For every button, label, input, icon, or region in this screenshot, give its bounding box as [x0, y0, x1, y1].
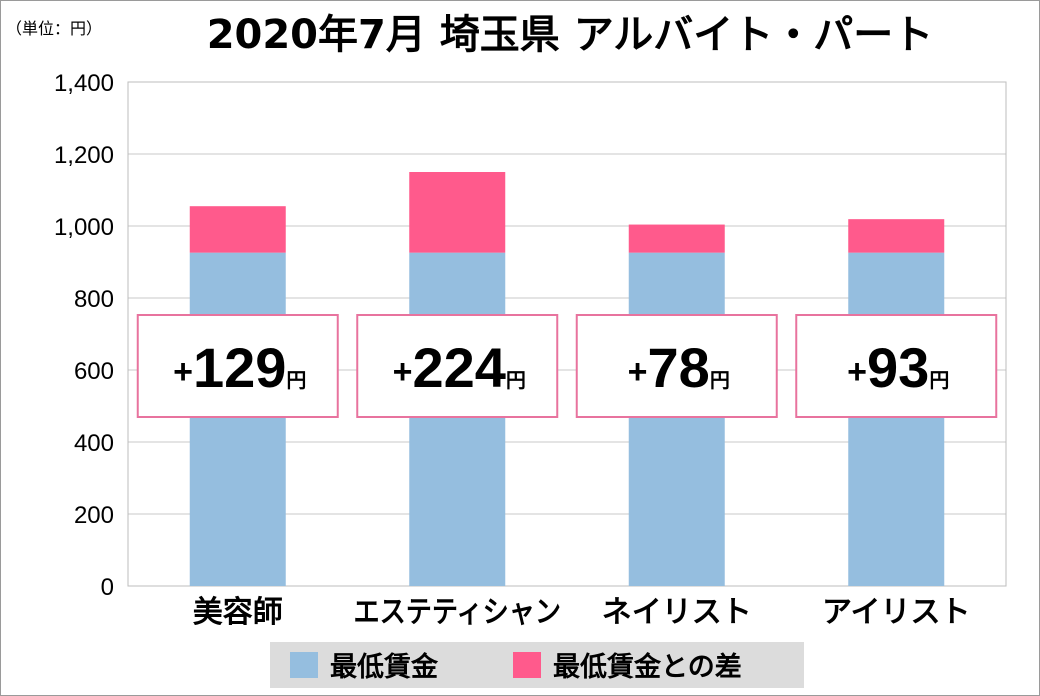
bar-minimum-wage: [848, 252, 945, 586]
diff-sign: +: [393, 353, 413, 391]
diff-box-rect: [575, 314, 778, 418]
diff-label-box: +78円: [575, 314, 778, 418]
diff-label-box: +129円: [136, 314, 339, 418]
diff-box-rect: [136, 314, 339, 418]
bar-difference: [409, 172, 506, 253]
x-category-label: ネイリスト: [602, 595, 752, 630]
diff-sign: +: [173, 353, 193, 391]
unit-label: （単位：円）: [6, 19, 102, 38]
x-category-label: エステティシャン: [354, 595, 562, 630]
y-tick-label: 800: [74, 286, 114, 313]
y-axis-ticks: 0 200 400 600 800 1,000 1,200 1,400: [54, 70, 114, 601]
x-category-label: 美容師: [193, 595, 283, 630]
bar-minimum-wage: [628, 252, 725, 586]
legend-label: 最低賃金: [330, 651, 439, 683]
diff-value: 78: [648, 336, 710, 399]
bar-difference: [189, 206, 286, 253]
bar-difference: [628, 224, 725, 253]
diff-value: 224: [412, 336, 505, 399]
legend-swatch: [290, 652, 318, 678]
diff-label-text: +78円: [628, 336, 730, 399]
y-tick-label: 1,400: [54, 70, 114, 97]
bar-minimum-wage: [409, 252, 506, 586]
bar-difference: [848, 219, 945, 253]
y-tick-label: 0: [101, 574, 114, 601]
legend-swatch: [513, 652, 541, 678]
diff-unit: 円: [710, 368, 730, 392]
legend-label: 最低賃金との差: [553, 651, 742, 683]
legend-item: 最低賃金との差: [513, 651, 742, 683]
diff-box-rect: [356, 314, 559, 418]
diff-label-box: +224円: [356, 314, 559, 418]
legend-item: 最低賃金: [290, 651, 439, 683]
diff-label-box: +93円: [795, 314, 998, 418]
diff-value: 129: [193, 336, 286, 399]
bars: [189, 172, 945, 586]
y-tick-label: 1,200: [54, 142, 114, 169]
legend: 最低賃金 最低賃金との差: [270, 642, 804, 688]
plot-area-border: [127, 81, 1007, 587]
x-category-label: アイリスト: [822, 595, 971, 630]
diff-label-text: +129円: [173, 336, 306, 399]
diff-sign: +: [628, 353, 648, 391]
diff-unit: 円: [929, 368, 949, 392]
y-tick-label: 200: [74, 502, 114, 529]
diff-box-rect: [795, 314, 998, 418]
diff-unit: 円: [286, 368, 306, 392]
difference-labels: +129円 +224円 +78円 +93円: [136, 314, 998, 418]
y-tick-label: 1,000: [54, 214, 114, 241]
bar-minimum-wage: [189, 252, 286, 586]
diff-label-text: +93円: [847, 336, 949, 399]
plot-frame: [127, 81, 1007, 587]
y-tick-label: 400: [74, 430, 114, 457]
diff-sign: +: [847, 353, 867, 391]
diff-value: 93: [867, 336, 929, 399]
x-axis-labels: 美容師 エステティシャン ネイリスト アイリスト: [193, 595, 971, 630]
chart-title: 2020年7月 埼玉県 アルバイト・パート: [207, 12, 934, 58]
y-tick-label: 600: [74, 358, 114, 385]
diff-unit: 円: [506, 368, 526, 392]
diff-label-text: +224円: [393, 336, 526, 399]
